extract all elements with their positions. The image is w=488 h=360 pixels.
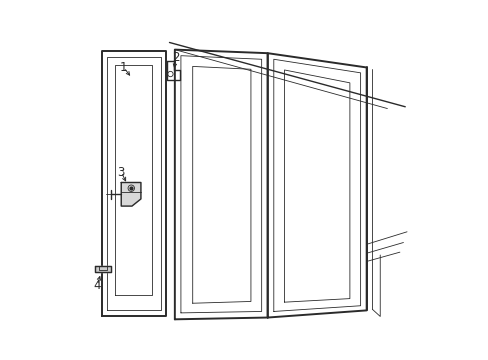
Text: 3: 3	[117, 166, 125, 179]
Polygon shape	[95, 266, 111, 272]
Text: 4: 4	[93, 279, 101, 292]
Polygon shape	[121, 183, 141, 206]
Text: 1: 1	[120, 61, 127, 74]
Text: 2: 2	[172, 51, 179, 64]
